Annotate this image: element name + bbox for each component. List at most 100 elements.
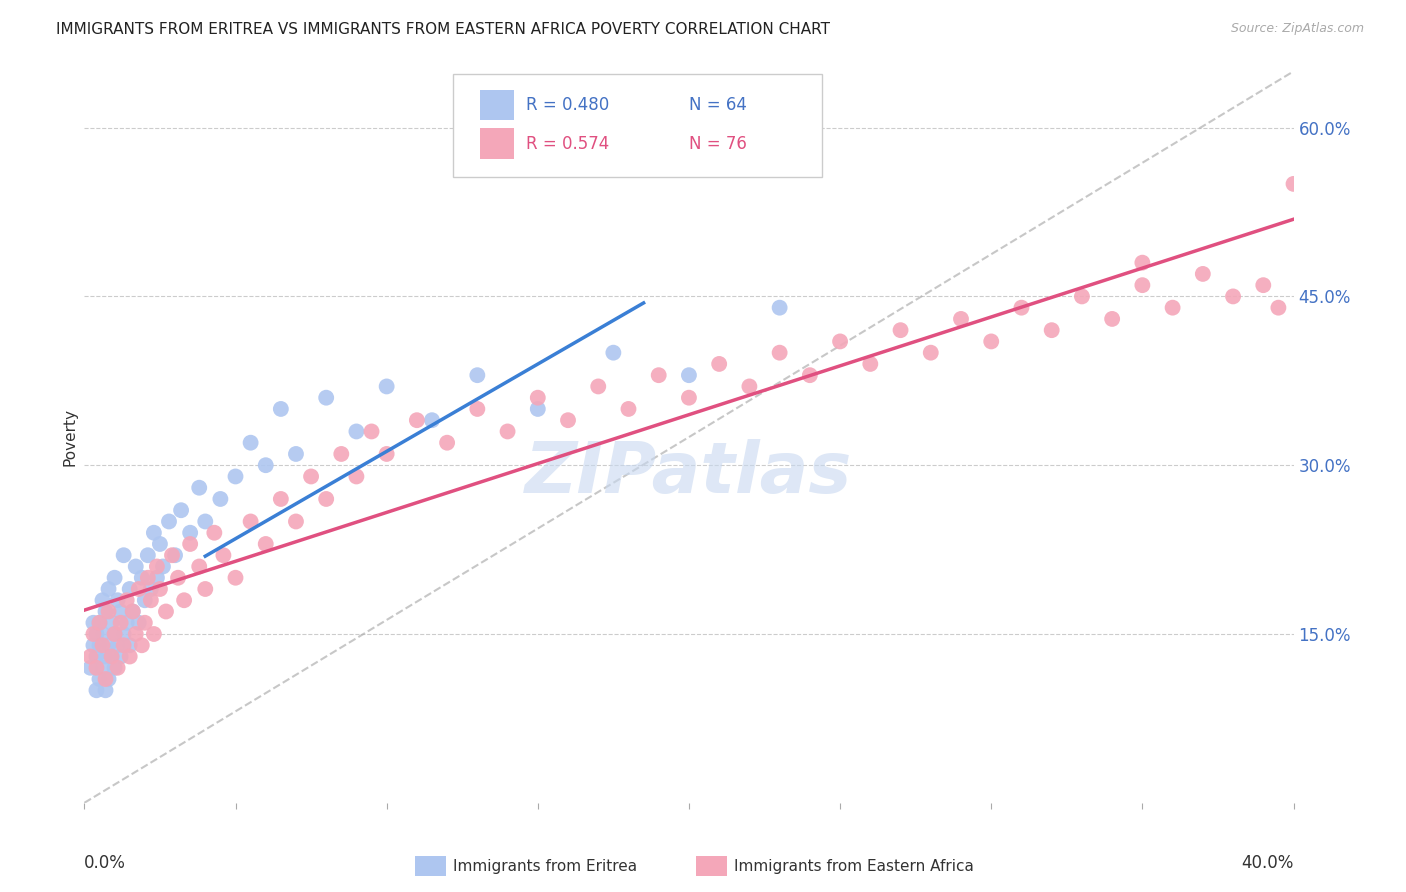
Point [128,615,150,630]
Point [1282,177,1305,191]
Point [170,503,193,517]
Point [118,649,141,664]
Point [110,605,132,619]
Point [167,571,190,585]
Point [79,649,101,664]
Point [89,615,111,630]
Point [588,379,610,393]
Point [225,469,247,483]
Point [406,413,429,427]
Point [139,593,162,607]
Point [97,605,120,619]
Point [131,571,153,585]
Point [94,672,117,686]
Point [188,481,211,495]
Point [709,357,731,371]
Text: Immigrants from Eastern Africa: Immigrants from Eastern Africa [734,859,974,873]
Point [112,548,135,562]
Point [112,638,135,652]
Point [104,627,127,641]
Point [769,301,792,315]
Point [146,559,169,574]
Point [121,605,143,619]
Point [149,537,172,551]
Point [1130,278,1153,293]
Point [890,323,912,337]
Text: R = 0.574: R = 0.574 [526,135,609,153]
Point [467,368,489,383]
Text: 40.0%: 40.0% [1241,854,1294,872]
Text: Immigrants from Eritrea: Immigrants from Eritrea [453,859,637,873]
Point [149,582,172,596]
Point [346,425,368,439]
Text: N = 64: N = 64 [689,96,747,114]
Point [173,593,195,607]
Point [155,605,177,619]
Point [94,683,117,698]
Point [270,401,292,416]
Point [950,312,973,326]
Point [89,615,111,630]
Point [194,582,217,596]
Point [179,537,201,551]
Point [115,615,138,630]
Point [678,368,700,383]
FancyBboxPatch shape [453,73,823,178]
Point [100,649,122,664]
Point [1130,255,1153,269]
Point [467,401,489,416]
Point [104,627,127,641]
Point [134,593,156,607]
Point [209,491,232,506]
Point [82,615,104,630]
Point [179,525,201,540]
Point [557,413,579,427]
Point [89,672,111,686]
Point [97,638,120,652]
Point [110,615,132,630]
Point [202,525,225,540]
Point [86,627,108,641]
Point [104,571,127,585]
Point [1253,278,1275,293]
Point [830,334,852,349]
Point [94,605,117,619]
Point [602,345,624,359]
Point [139,582,162,596]
Point [94,649,117,664]
Point [1161,301,1184,315]
Point [420,413,443,427]
Point [104,661,127,675]
Point [136,571,159,585]
Point [110,649,132,664]
Point [86,683,108,698]
Point [142,627,165,641]
Point [91,593,114,607]
Point [285,515,308,529]
Point [125,559,148,574]
Point [115,593,138,607]
Point [436,435,458,450]
Point [100,615,122,630]
Point [254,458,277,473]
Y-axis label: Poverty: Poverty [62,408,77,467]
Point [128,582,150,596]
Point [315,391,337,405]
Point [859,357,882,371]
Point [212,548,235,562]
Point [100,649,122,664]
Point [165,548,187,562]
Point [125,627,148,641]
Point [118,582,141,596]
Point [799,368,821,383]
Point [527,391,550,405]
Bar [479,128,513,159]
Point [131,638,153,652]
Point [121,605,143,619]
Text: IMMIGRANTS FROM ERITREA VS IMMIGRANTS FROM EASTERN AFRICA POVERTY CORRELATION CH: IMMIGRANTS FROM ERITREA VS IMMIGRANTS FR… [56,22,830,37]
Text: N = 76: N = 76 [689,135,747,153]
Point [375,379,398,393]
Point [254,537,277,551]
Point [89,638,111,652]
Point [82,627,104,641]
